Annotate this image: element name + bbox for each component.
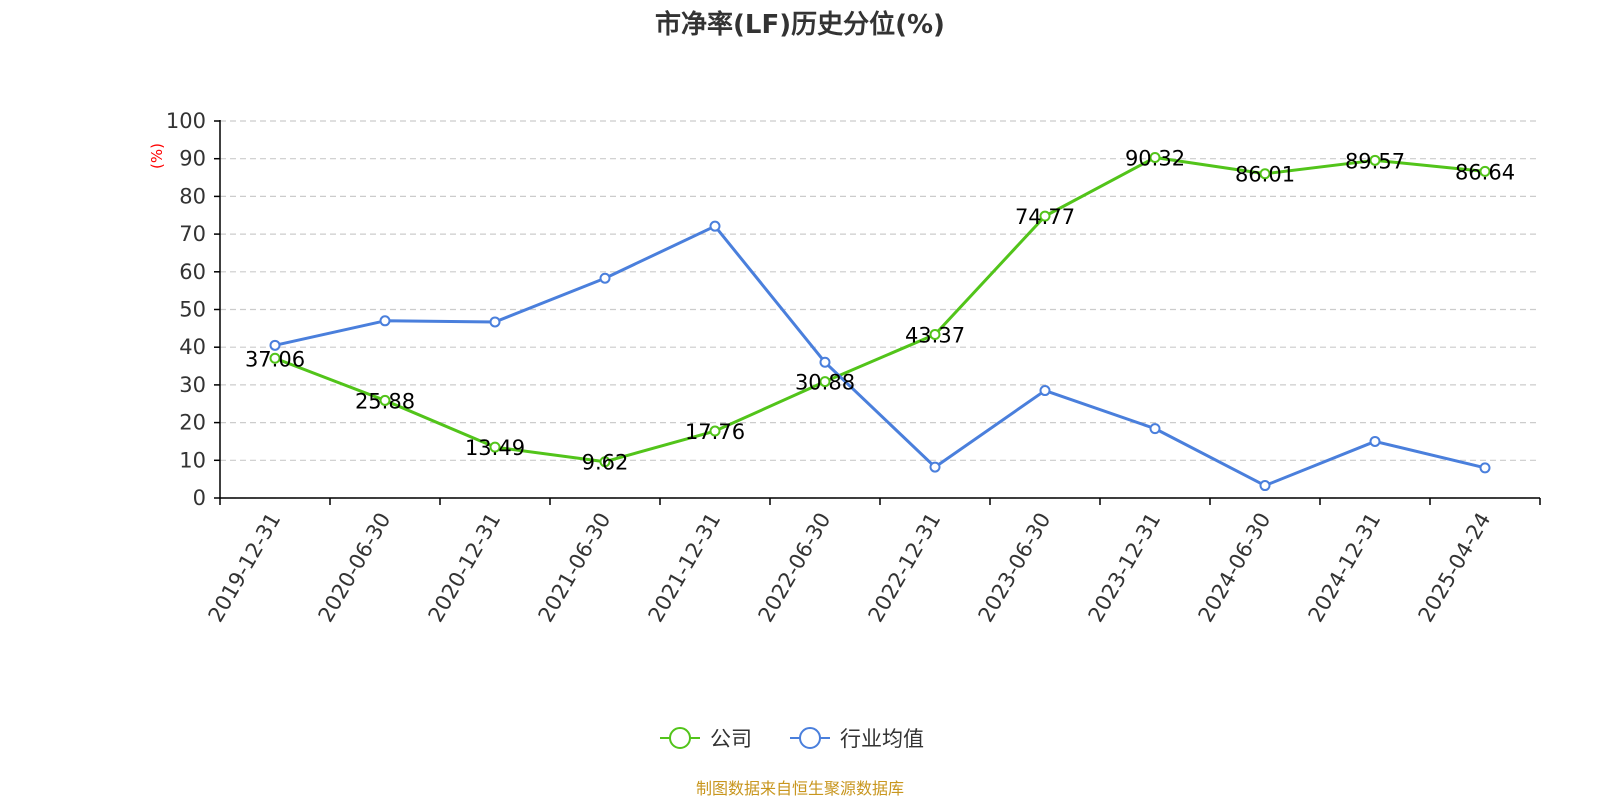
legend-item-1[interactable]: 行业均值	[790, 727, 924, 751]
y-tick-label: 80	[179, 184, 206, 208]
data-point	[1259, 480, 1271, 492]
legend-label: 行业均值	[840, 727, 924, 751]
data-point	[819, 376, 831, 388]
data-labels: 37.06 25.88 13.49 9.62 17.76 30.88 43.37 74.77 9…	[245, 146, 1515, 474]
data-point	[1149, 151, 1161, 163]
legend-item-0[interactable]: 公司	[660, 727, 752, 751]
series-layer	[269, 151, 1491, 492]
data-point	[1149, 423, 1161, 435]
y-tick-label: 60	[179, 260, 206, 284]
y-tick-label: 100	[166, 109, 206, 133]
data-point	[1259, 168, 1271, 180]
data-label: 74.77	[1015, 205, 1075, 229]
x-axis-ticks: 2019-12-31 2020-06-30 2020-12-31 2021-06-30…	[204, 498, 1541, 627]
data-label: 17.76	[685, 420, 745, 444]
source-note: 制图数据来自恒生聚源数据库	[696, 779, 904, 798]
x-tick-label: 2021-06-30	[534, 509, 616, 627]
data-point	[269, 339, 281, 351]
y-axis-ticks: 0 10 20 30 40 50 60 70 80 90 100	[166, 109, 220, 510]
x-tick-label: 2020-12-31	[424, 509, 506, 627]
y-tick-label: 0	[193, 486, 206, 510]
y-tick-label: 10	[179, 448, 206, 472]
x-tick-label: 2022-06-30	[754, 509, 836, 627]
y-tick-label: 40	[179, 335, 206, 359]
data-point	[1039, 210, 1051, 222]
data-point	[929, 461, 941, 473]
y-tick-label: 50	[179, 298, 206, 322]
data-point	[269, 352, 281, 364]
data-point	[709, 220, 721, 232]
legend-marker	[669, 727, 691, 749]
data-label: 86.01	[1235, 163, 1295, 187]
data-point	[709, 425, 721, 437]
data-point	[929, 328, 941, 340]
y-tick-label: 20	[179, 411, 206, 435]
data-label: 25.88	[355, 389, 415, 413]
data-label: 9.62	[582, 451, 629, 475]
data-point	[489, 441, 501, 453]
data-point	[1039, 385, 1051, 397]
y-axis-unit: (%)	[148, 143, 166, 169]
data-label: 43.37	[905, 323, 965, 347]
data-label: 86.64	[1455, 160, 1515, 184]
data-point	[819, 356, 831, 368]
data-point	[599, 456, 611, 468]
data-point	[1369, 435, 1381, 447]
x-tick-label: 2023-12-31	[1084, 509, 1166, 627]
x-tick-label: 2020-06-30	[314, 509, 396, 627]
x-tick-label: 2019-12-31	[204, 509, 286, 627]
series-line-0	[274, 155, 1486, 464]
x-tick-label: 2025-04-24	[1414, 509, 1496, 627]
data-point	[489, 316, 501, 328]
data-point	[1479, 165, 1491, 177]
x-tick-label: 2024-06-30	[1194, 509, 1276, 627]
data-label: 30.88	[795, 371, 855, 395]
data-point	[379, 315, 391, 327]
grid-lines	[220, 120, 1540, 499]
data-label: 13.49	[465, 436, 525, 460]
y-tick-label: 70	[179, 222, 206, 246]
y-tick-label: 30	[179, 373, 206, 397]
legend-marker	[799, 727, 821, 749]
data-label: 37.06	[245, 347, 305, 371]
data-label: 89.57	[1345, 149, 1405, 173]
x-tick-label: 2021-12-31	[644, 509, 726, 627]
legend-label: 公司	[710, 727, 752, 751]
series-line-1	[274, 224, 1486, 488]
x-tick-label: 2024-12-31	[1304, 509, 1386, 627]
legend[interactable]: 公司 行业均值	[660, 727, 924, 751]
x-tick-label: 2023-06-30	[974, 509, 1056, 627]
x-tick-label: 2022-12-31	[864, 509, 946, 627]
data-point	[599, 272, 611, 284]
y-tick-label: 90	[179, 147, 206, 171]
chart-title: 市净率(LF)历史分位(%)	[655, 9, 945, 40]
data-label: 90.32	[1125, 146, 1185, 170]
data-point	[379, 394, 391, 406]
data-point	[1369, 154, 1381, 166]
data-point	[1479, 462, 1491, 474]
